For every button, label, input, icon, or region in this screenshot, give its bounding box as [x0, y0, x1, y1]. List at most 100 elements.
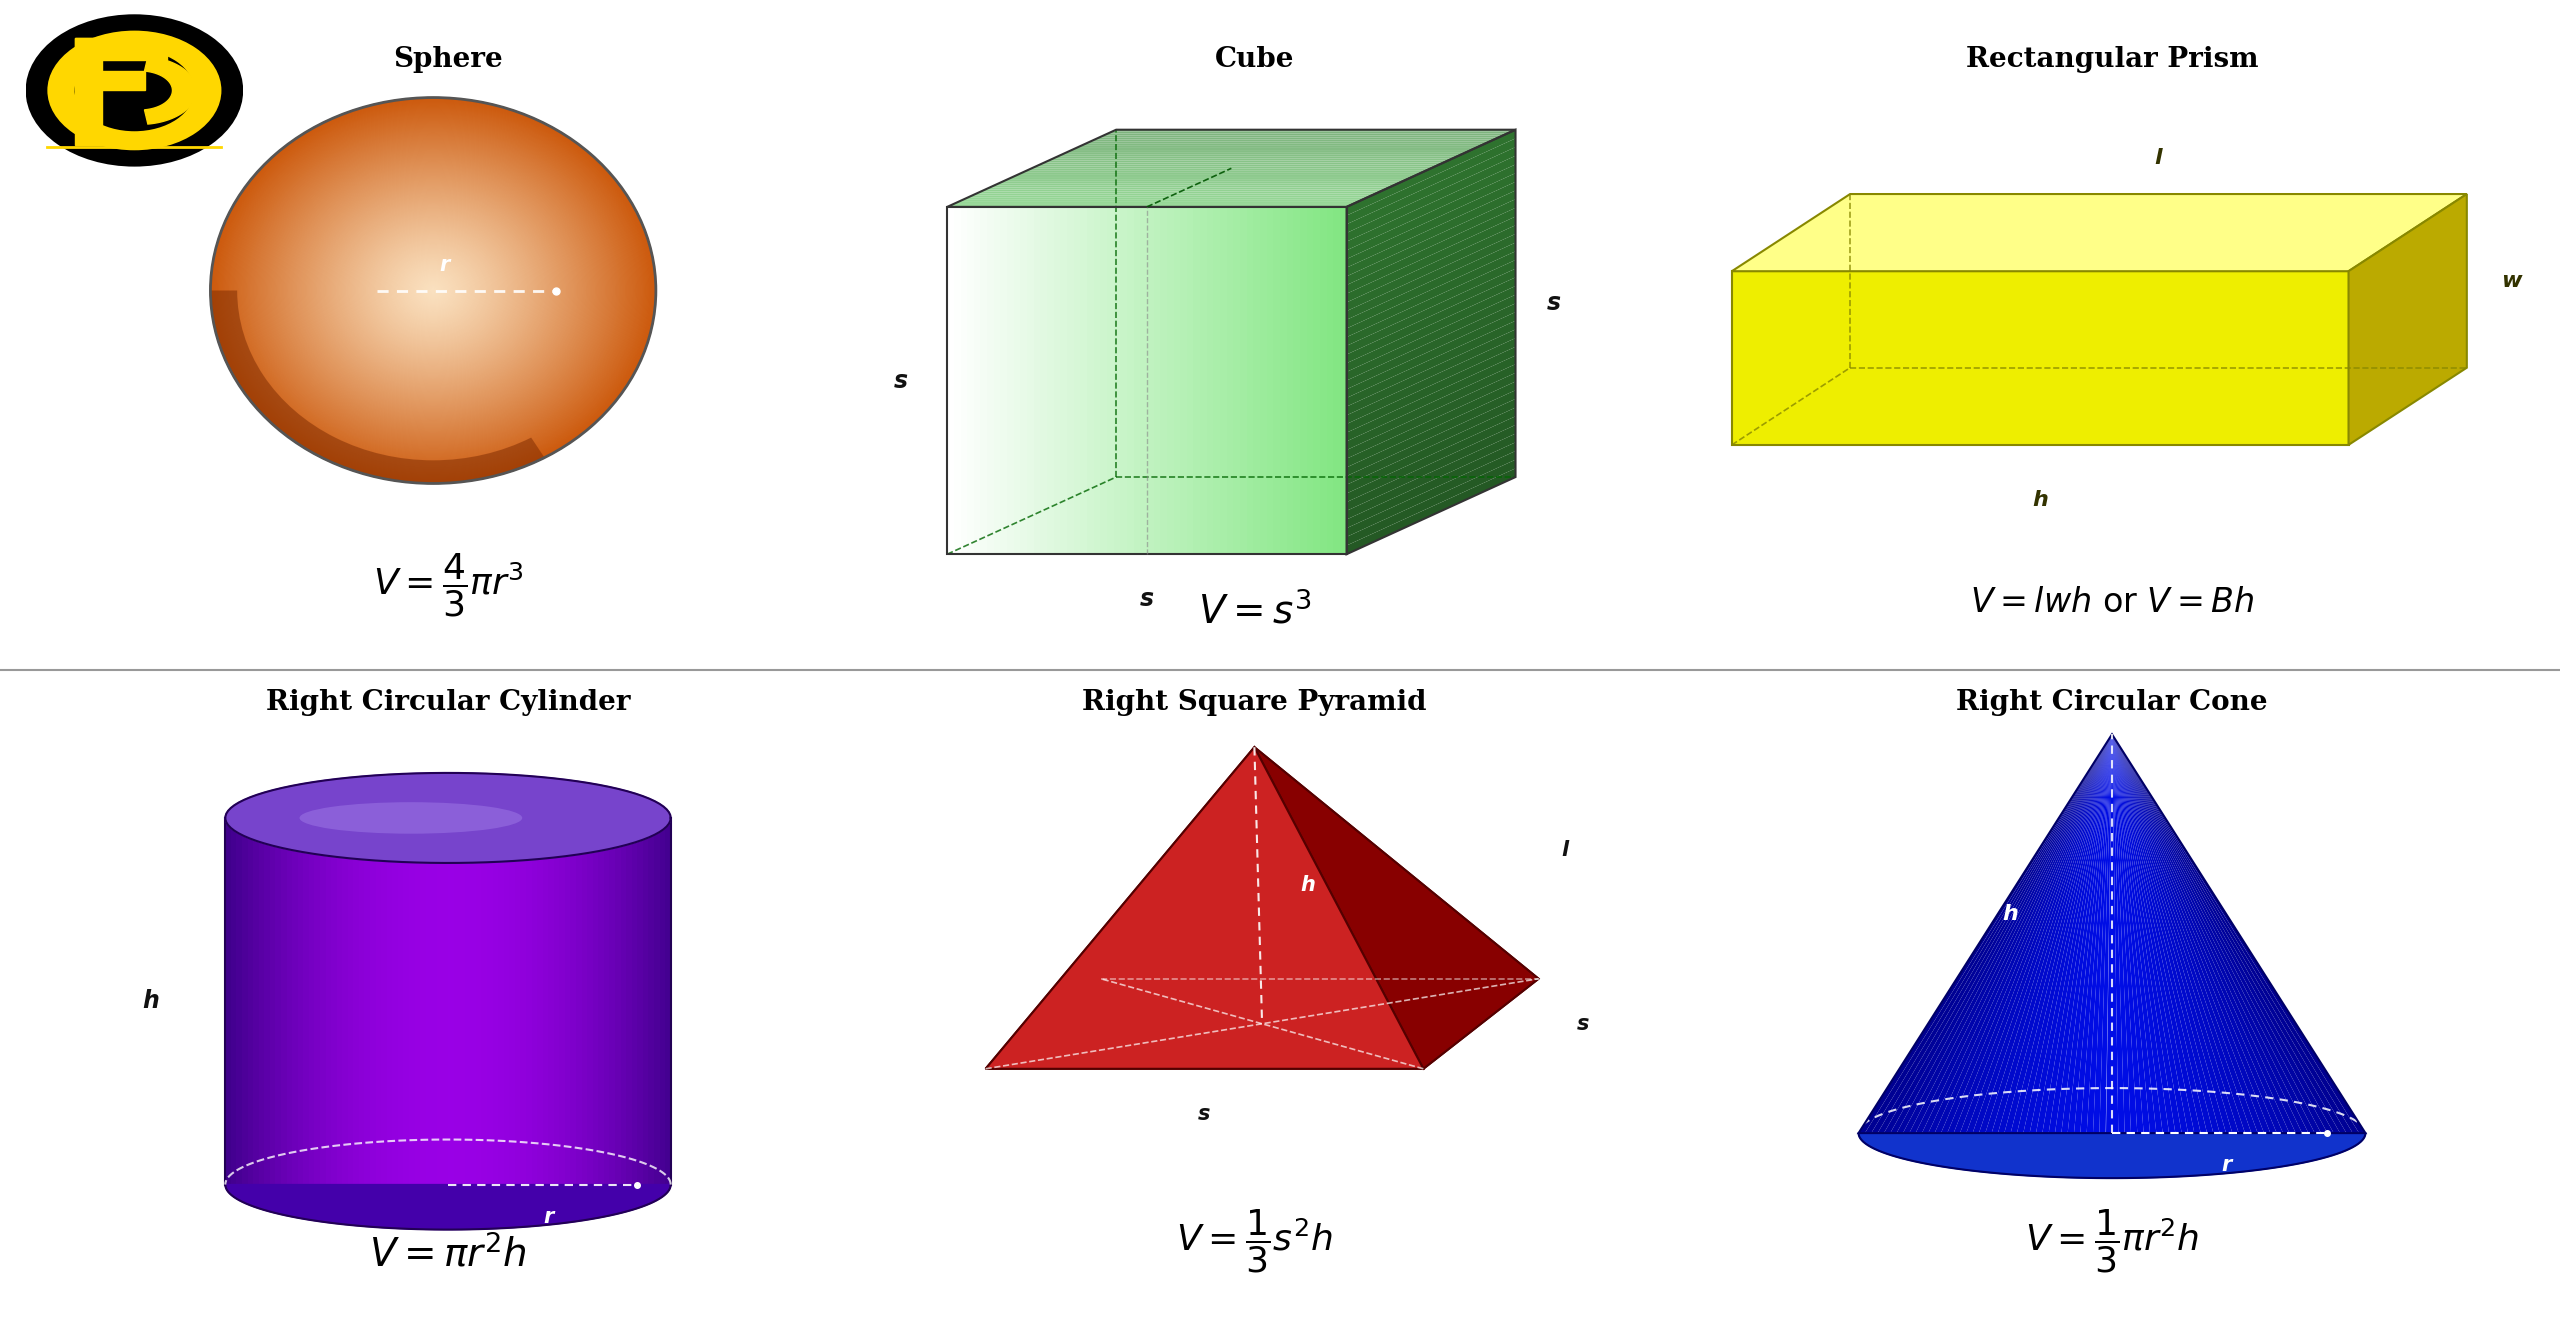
FancyBboxPatch shape — [1014, 206, 1021, 555]
Polygon shape — [2112, 734, 2232, 1134]
Polygon shape — [2112, 734, 2263, 1134]
Circle shape — [320, 193, 545, 389]
Circle shape — [402, 263, 466, 319]
FancyBboxPatch shape — [1088, 206, 1093, 555]
Circle shape — [412, 272, 453, 308]
FancyBboxPatch shape — [381, 817, 387, 1185]
Circle shape — [366, 233, 499, 348]
Polygon shape — [1733, 271, 2348, 445]
Polygon shape — [1987, 734, 2112, 1134]
FancyBboxPatch shape — [1101, 206, 1106, 555]
Circle shape — [389, 253, 476, 328]
Polygon shape — [1096, 138, 1498, 139]
Polygon shape — [2112, 734, 2125, 1134]
FancyBboxPatch shape — [471, 817, 476, 1185]
Circle shape — [415, 275, 453, 307]
Polygon shape — [960, 200, 1364, 201]
Polygon shape — [1091, 139, 1495, 141]
Polygon shape — [1992, 734, 2112, 1134]
Circle shape — [266, 145, 602, 437]
Polygon shape — [1057, 155, 1462, 157]
Polygon shape — [2112, 734, 2214, 1134]
Circle shape — [353, 222, 512, 359]
FancyBboxPatch shape — [1006, 206, 1014, 555]
Polygon shape — [980, 189, 1385, 192]
Polygon shape — [2004, 734, 2112, 1134]
Polygon shape — [1347, 425, 1516, 511]
Polygon shape — [2112, 734, 2250, 1134]
FancyBboxPatch shape — [980, 206, 988, 555]
Polygon shape — [2112, 734, 2340, 1134]
Circle shape — [230, 115, 635, 465]
Circle shape — [374, 240, 492, 342]
FancyBboxPatch shape — [543, 817, 548, 1185]
Polygon shape — [1871, 734, 2112, 1134]
Polygon shape — [1347, 407, 1516, 493]
Ellipse shape — [26, 15, 243, 166]
Circle shape — [346, 214, 522, 367]
Text: $V = \dfrac{1}{3}s^2 h$: $V = \dfrac{1}{3}s^2 h$ — [1175, 1207, 1334, 1274]
Circle shape — [394, 257, 471, 323]
Text: $V = \dfrac{4}{3}\pi r^3$: $V = \dfrac{4}{3}\pi r^3$ — [374, 551, 522, 619]
Polygon shape — [1011, 176, 1413, 178]
Circle shape — [251, 133, 617, 449]
Polygon shape — [2022, 734, 2112, 1134]
FancyBboxPatch shape — [420, 817, 425, 1185]
Polygon shape — [1347, 330, 1516, 415]
Circle shape — [310, 184, 556, 398]
Circle shape — [343, 212, 525, 370]
Polygon shape — [143, 56, 197, 125]
Polygon shape — [2112, 734, 2176, 1134]
Circle shape — [340, 209, 527, 371]
Text: h: h — [2033, 490, 2048, 511]
Circle shape — [343, 213, 522, 367]
Circle shape — [422, 281, 443, 299]
Polygon shape — [1347, 320, 1516, 406]
Text: $V = \dfrac{1}{3}\pi r^2 h$: $V = \dfrac{1}{3}\pi r^2 h$ — [2025, 1207, 2199, 1274]
Polygon shape — [1014, 174, 1418, 176]
Polygon shape — [1078, 145, 1482, 147]
FancyBboxPatch shape — [504, 817, 509, 1185]
FancyBboxPatch shape — [1206, 206, 1213, 555]
Circle shape — [412, 273, 453, 308]
Polygon shape — [2112, 734, 2335, 1134]
Circle shape — [317, 192, 548, 390]
Circle shape — [407, 268, 458, 312]
Circle shape — [351, 220, 515, 362]
Polygon shape — [1027, 169, 1431, 170]
Polygon shape — [1347, 182, 1516, 268]
Polygon shape — [2112, 734, 2353, 1134]
FancyBboxPatch shape — [1047, 206, 1055, 555]
Circle shape — [384, 247, 484, 334]
FancyBboxPatch shape — [225, 817, 230, 1185]
Circle shape — [305, 180, 561, 402]
Polygon shape — [955, 201, 1359, 204]
FancyBboxPatch shape — [1126, 206, 1134, 555]
FancyBboxPatch shape — [292, 817, 297, 1185]
FancyBboxPatch shape — [1221, 206, 1226, 555]
Circle shape — [338, 208, 530, 374]
Circle shape — [381, 245, 486, 336]
Circle shape — [420, 280, 445, 302]
Circle shape — [343, 212, 522, 368]
Polygon shape — [2112, 734, 2245, 1134]
Polygon shape — [2048, 734, 2112, 1134]
FancyBboxPatch shape — [335, 817, 343, 1185]
FancyBboxPatch shape — [1160, 206, 1167, 555]
Circle shape — [417, 277, 448, 304]
Circle shape — [238, 122, 627, 460]
Circle shape — [317, 189, 550, 391]
Polygon shape — [1347, 234, 1516, 320]
Polygon shape — [2030, 734, 2112, 1134]
Circle shape — [323, 194, 545, 387]
FancyBboxPatch shape — [620, 817, 627, 1185]
Circle shape — [210, 98, 655, 484]
Circle shape — [246, 129, 620, 453]
FancyBboxPatch shape — [525, 817, 532, 1185]
FancyBboxPatch shape — [392, 817, 397, 1185]
Polygon shape — [947, 205, 1352, 206]
Polygon shape — [1108, 131, 1510, 134]
Circle shape — [212, 99, 653, 481]
Circle shape — [325, 196, 543, 385]
Circle shape — [425, 284, 440, 297]
